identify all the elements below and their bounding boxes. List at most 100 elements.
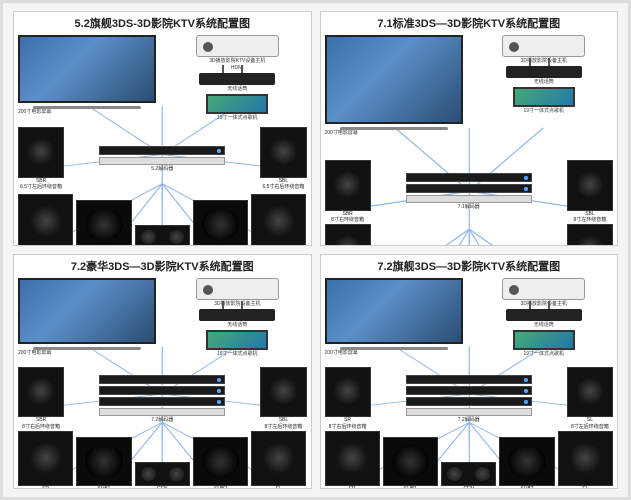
projector-icon — [196, 35, 279, 57]
amplifier-unit — [99, 146, 225, 155]
speaker-icon — [558, 431, 613, 486]
diagram-area: 200寸电影屏幕3D播放影院设备主机无线话筒19寸一体式点歌机IR 3D眼镜SB… — [321, 33, 618, 246]
projector-label: 3D播放影院设备主机 — [214, 302, 260, 307]
switch-label: 5.2解码器 — [151, 167, 173, 172]
speaker-icon — [18, 431, 73, 486]
speaker-icon — [325, 431, 380, 486]
screen-label: 200寸电影屏幕 — [18, 108, 51, 115]
speaker-icon — [18, 194, 73, 246]
speaker-code: SUB1 — [404, 487, 417, 489]
main-speaker: FL12寸左主音箱 — [251, 431, 306, 489]
screen-label: 200寸电影屏幕 — [325, 349, 358, 356]
surround-speaker-left: SBR8寸右后环绕音箱 — [18, 367, 64, 431]
config-panel: 5.2旗舰3DS-3D影院KTV系统配置图200寸电影屏幕3D播放影院KTV设备… — [13, 11, 312, 246]
screen-label: 200寸电影屏幕 — [325, 129, 358, 136]
projector-icon — [502, 35, 585, 57]
diagram-area: 200寸电影屏幕3D播放影院设备主机无线话筒19寸一体式点歌机IR 3D眼镜SR… — [321, 276, 618, 489]
main-speaker: SUB112寸低音炮1 — [76, 437, 131, 489]
speaker-code: FL — [276, 487, 282, 489]
mic-label: 无线话筒 — [534, 80, 554, 85]
wireless-mic-icon — [506, 309, 582, 321]
subwoofer-icon — [383, 437, 438, 487]
main-speaker: CEN双8寸中置音箱 — [135, 462, 190, 489]
surround-speaker-right: SBL8寸左后环绕音箱 — [260, 367, 306, 431]
projector-icon — [502, 278, 585, 300]
speaker-code: CEN — [157, 487, 168, 489]
config-panel: 7.1标准3DS—3D影院KTV系统配置图200寸电影屏幕3D播放影院设备主机无… — [320, 11, 619, 246]
touch-terminal-icon — [206, 94, 268, 114]
screen-label: 200寸电影屏幕 — [18, 349, 51, 356]
diagram-area: 200寸电影屏幕3D播放影院设备主机无线话筒19寸一体式点歌机IR 3D眼镜SB… — [14, 276, 311, 489]
projector-label: 3D播放影院设备主机 — [521, 59, 567, 64]
touch-terminal-icon — [513, 87, 575, 107]
speaker-desc: 8寸左环绕音箱 — [574, 218, 607, 224]
decoder-switch — [99, 157, 225, 165]
projection-screen: 200寸电影屏幕 — [325, 278, 463, 344]
main-speaker: FR10寸右主音箱 — [325, 431, 380, 489]
diagram-area: 200寸电影屏幕3D播放影院KTV设备主机HDMI无线话筒19寸一体式点歌机IR… — [14, 33, 311, 246]
subwoofer-icon — [76, 437, 131, 487]
decoder-switch — [406, 195, 532, 203]
touch-label: 19寸一体式点歌机 — [523, 109, 564, 114]
speaker-code: FR — [42, 487, 49, 489]
amplifier-stack: 7.2解码器 — [375, 375, 563, 423]
projector-label: 3D播放影院KTV设备主机 — [209, 59, 265, 64]
projection-screen: 200寸电影屏幕 — [18, 278, 156, 344]
main-speaker: SUB112寸低音炮1 — [383, 437, 438, 489]
amplifier-unit — [99, 386, 225, 395]
speaker-code: FL — [582, 487, 588, 489]
main-speaker: FR10寸右主音箱 — [18, 194, 73, 246]
mic-label: 无线话筒 — [534, 323, 554, 328]
subwoofer-icon — [499, 437, 554, 487]
surround-speaker-right: SL8寸左后环绕音箱 — [567, 367, 613, 431]
decoder-switch — [99, 408, 225, 416]
speaker-icon — [251, 194, 306, 246]
decoder-switch — [406, 408, 532, 416]
speaker-code: SUB2 — [214, 487, 227, 489]
surround-speaker-right: SBL8寸左环绕音箱 — [567, 160, 613, 224]
amplifier-unit — [99, 397, 225, 406]
config-panel: 7.2豪华3DS—3D影院KTV系统配置图200寸电影屏幕3D播放影院设备主机无… — [13, 254, 312, 489]
center-speaker-icon — [441, 462, 496, 487]
touch-label: 19寸一体式点歌机 — [217, 116, 258, 121]
projection-screen: 200寸电影屏幕 — [18, 35, 156, 103]
panel-title: 7.2豪华3DS—3D影院KTV系统配置图 — [14, 255, 311, 276]
amplifier-unit — [99, 375, 225, 384]
config-panel: 7.2旗舰3DS—3D影院KTV系统配置图200寸电影屏幕3D播放影院设备主机无… — [320, 254, 619, 489]
main-speaker: CEN12寸中置箱 — [135, 225, 190, 246]
wireless-mic-icon — [199, 73, 275, 85]
projection-screen: 200寸电影屏幕 — [325, 35, 463, 124]
amplifier-unit — [406, 173, 532, 182]
switch-label: 7.1解码器 — [458, 205, 480, 210]
touch-label: 19寸一体式点歌机 — [217, 352, 258, 357]
panel-title: 7.1标准3DS—3D影院KTV系统配置图 — [321, 12, 618, 33]
wireless-mic-icon — [506, 66, 582, 78]
center-speaker-icon — [135, 462, 190, 487]
panel-title: 7.2旗舰3DS—3D影院KTV系统配置图 — [321, 255, 618, 276]
amplifier-stack: 5.2解码器 — [68, 146, 256, 172]
speaker-desc: 6.5寸左后环绕音箱 — [20, 185, 62, 191]
main-speaker: SUB212寸中置箱2 — [193, 200, 248, 246]
main-speaker: FL10寸左主音箱 — [558, 431, 613, 489]
switch-label: 7.2解码器 — [151, 418, 173, 423]
mic-label: 无线话筒 — [227, 323, 247, 328]
center-speaker-icon — [135, 225, 190, 246]
main-speaker: FL10寸左主音箱 — [251, 194, 306, 246]
touch-label: 19寸一体式点歌机 — [523, 352, 564, 357]
mic-label: 无线话筒 — [227, 87, 247, 92]
amplifier-unit — [406, 375, 532, 384]
amplifier-unit — [406, 386, 532, 395]
speaker-icon — [251, 431, 306, 486]
panel-title: 5.2旗舰3DS-3D影院KTV系统配置图 — [14, 12, 311, 33]
touch-terminal-icon — [206, 330, 268, 350]
surround-speaker-left: SBR6.5寸左后环绕音箱 — [18, 127, 64, 191]
main-speaker: FR12寸右主音箱 — [18, 431, 73, 489]
main-speaker: SUB212寸低音炮2 — [193, 437, 248, 489]
projector-label: 3D播放影院设备主机 — [521, 302, 567, 307]
amplifier-unit — [406, 397, 532, 406]
speaker-code: SUB1 — [97, 487, 110, 489]
wireless-mic-icon — [199, 309, 275, 321]
speaker-desc: 6.5寸右后环绕音箱 — [262, 185, 304, 191]
main-speaker: SUB212寸低音炮2 — [499, 437, 554, 489]
speaker-desc: 8寸右环绕音箱 — [331, 218, 364, 224]
